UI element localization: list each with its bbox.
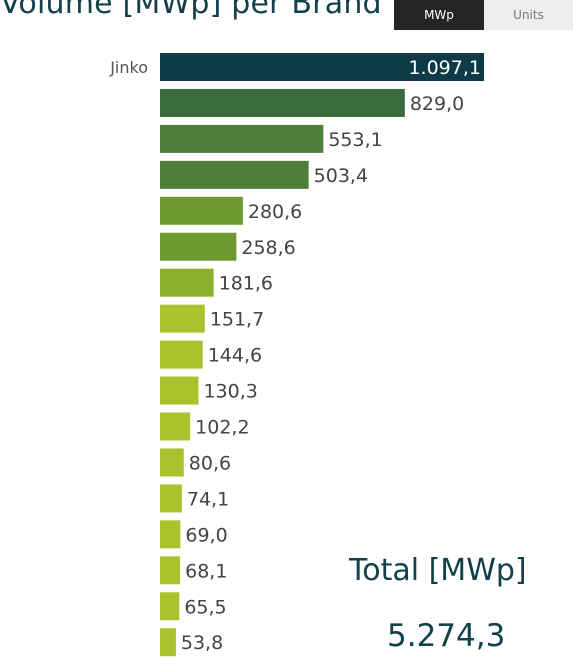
bar[interactable] bbox=[160, 520, 181, 549]
bar[interactable] bbox=[160, 196, 243, 225]
chart-title: Volume [MWp] per Brand bbox=[0, 0, 382, 21]
bar[interactable] bbox=[160, 160, 309, 189]
bar[interactable] bbox=[160, 88, 405, 117]
bar-value-label: 53,8 bbox=[181, 632, 223, 654]
bar[interactable] bbox=[160, 412, 191, 441]
bar-value-label: 80,6 bbox=[189, 452, 231, 474]
category-label: Jinko bbox=[109, 58, 148, 77]
bar-value-label: 65,5 bbox=[184, 596, 226, 618]
bar[interactable] bbox=[160, 304, 205, 333]
bar-value-label: 181,6 bbox=[219, 273, 273, 295]
mwp-toggle-button[interactable]: MWp bbox=[394, 0, 484, 30]
bar-value-label: 553,1 bbox=[328, 129, 382, 151]
bar-value-label: 280,6 bbox=[248, 201, 302, 223]
bar[interactable] bbox=[160, 53, 484, 81]
bar[interactable] bbox=[160, 124, 324, 153]
bar[interactable] bbox=[160, 232, 237, 261]
bar[interactable] bbox=[160, 484, 182, 513]
bar-value-label: 144,6 bbox=[208, 345, 262, 367]
bar[interactable] bbox=[160, 556, 181, 585]
units-toggle-button[interactable]: Units bbox=[484, 0, 573, 30]
bar-value-label: 102,2 bbox=[195, 417, 249, 439]
total-value: 5.274,3 bbox=[387, 618, 506, 654]
bar-value-label: 1.097,1 bbox=[408, 57, 481, 79]
bar-value-label: 151,7 bbox=[210, 309, 264, 331]
bar[interactable] bbox=[160, 340, 203, 369]
bar-value-label: 69,0 bbox=[185, 524, 227, 546]
bar[interactable] bbox=[160, 448, 184, 477]
bar-value-label: 130,3 bbox=[203, 381, 257, 403]
bar[interactable] bbox=[160, 592, 180, 621]
bar-value-label: 74,1 bbox=[187, 488, 229, 510]
bar[interactable] bbox=[160, 628, 176, 657]
bar-value-label: 829,0 bbox=[410, 93, 464, 115]
bar-value-label: 258,6 bbox=[241, 237, 295, 259]
bar[interactable] bbox=[160, 268, 214, 297]
bar[interactable] bbox=[160, 376, 199, 405]
total-label: Total [MWp] bbox=[349, 553, 527, 588]
bar-value-label: 68,1 bbox=[185, 560, 227, 582]
bar-value-label: 503,4 bbox=[314, 165, 368, 187]
